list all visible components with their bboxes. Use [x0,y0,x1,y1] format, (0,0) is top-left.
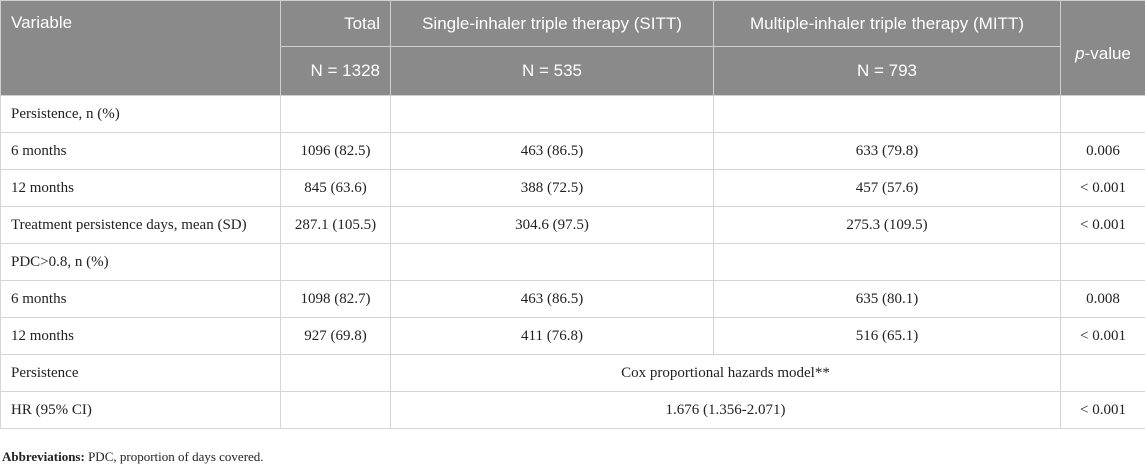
cell-sitt: 304.6 (97.5) [390,206,714,244]
cell-mitt: 635 (80.1) [713,280,1061,318]
header-variable: Variable [0,0,281,96]
row-label: Treatment persistence days, mean (SD) [0,206,281,244]
cell-pvalue: < 0.001 [1060,206,1145,244]
table-row: PDC>0.8, n (%) [0,243,1145,281]
cell-sitt: 388 (72.5) [390,169,714,207]
row-label: 6 months [0,280,281,318]
table-row: 12 months 845 (63.6) 388 (72.5) 457 (57.… [0,169,1145,207]
table-row: 6 months 1096 (82.5) 463 (86.5) 633 (79.… [0,132,1145,170]
cell-total: 287.1 (105.5) [280,206,391,244]
footnote: Abbreviations: PDC, proportion of days c… [2,449,264,465]
header-n-sitt: N = 535 [390,46,714,96]
table-row: 12 months 927 (69.8) 411 (76.8) 516 (65.… [0,317,1145,355]
header-n-mitt: N = 793 [713,46,1061,96]
row-label: Persistence, n (%) [0,95,281,133]
row-label: 12 months [0,169,281,207]
footnote-text: PDC, proportion of days covered. [84,449,264,464]
cell-pvalue: < 0.001 [1060,391,1145,429]
cell-sitt: 463 (86.5) [390,132,714,170]
cell-hr: 1.676 (1.356-2.071) [390,391,1061,429]
row-label: 12 months [0,317,281,355]
row-label: PDC>0.8, n (%) [0,243,281,281]
cell-total: 845 (63.6) [280,169,391,207]
header-pvalue-rest: -value [1084,44,1131,63]
cell-mitt: 275.3 (109.5) [713,206,1061,244]
table-row: Persistence Cox proportional hazards mod… [0,354,1145,392]
row-label: 6 months [0,132,281,170]
cell-total: 1096 (82.5) [280,132,391,170]
cell-total: 1098 (82.7) [280,280,391,318]
table-row: 6 months 1098 (82.7) 463 (86.5) 635 (80.… [0,280,1145,318]
header-sitt: Single-inhaler triple therapy (SITT) [390,0,714,47]
footnote-label: Abbreviations: [2,449,85,464]
header-pvalue-italic: p [1075,44,1085,63]
results-table: Variable Total Single-inhaler triple the… [0,0,1145,429]
table-row: Treatment persistence days, mean (SD) 28… [0,206,1145,244]
cell-pvalue: < 0.001 [1060,169,1145,207]
cell-mitt: 457 (57.6) [713,169,1061,207]
cell-pvalue: < 0.001 [1060,317,1145,355]
header-pvalue: p-value [1060,0,1145,96]
cell-mitt: 633 (79.8) [713,132,1061,170]
cell-pvalue: 0.006 [1060,132,1145,170]
row-label: Persistence [0,354,281,392]
header-total: Total [280,0,391,47]
table-row: HR (95% CI) 1.676 (1.356-2.071) < 0.001 [0,391,1145,429]
header-mitt: Multiple-inhaler triple therapy (MITT) [713,0,1061,47]
cell-mitt: 516 (65.1) [713,317,1061,355]
header-n-total: N = 1328 [280,46,391,96]
cell-total: 927 (69.8) [280,317,391,355]
cell-model: Cox proportional hazards model** [390,354,1061,392]
row-label: HR (95% CI) [0,391,281,429]
cell-pvalue: 0.008 [1060,280,1145,318]
table-row: Persistence, n (%) [0,95,1145,133]
cell-sitt: 411 (76.8) [390,317,714,355]
cell-sitt: 463 (86.5) [390,280,714,318]
